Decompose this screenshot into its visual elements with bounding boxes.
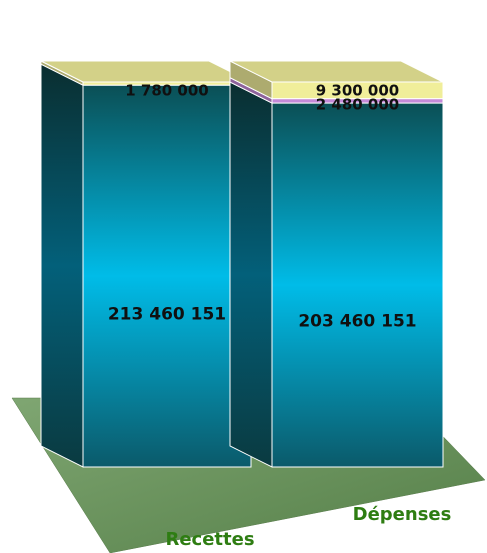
bar-top-Dépenses bbox=[229, 60, 444, 83]
bar-front-Dépenses-0 bbox=[271, 102, 444, 468]
value-label-Dépenses-0: 203 460 151 bbox=[298, 311, 416, 331]
value-label-Recettes-2: 1 780 000 bbox=[125, 82, 209, 100]
bar-side-Dépenses-0 bbox=[229, 81, 273, 468]
bar-front-Recettes-0 bbox=[82, 84, 252, 468]
value-label-Dépenses-1: 2 480 000 bbox=[316, 96, 400, 114]
category-label: Dépenses bbox=[353, 504, 452, 525]
bar-side-Recettes-0 bbox=[40, 63, 84, 468]
category-label: Recettes bbox=[165, 529, 254, 550]
bar-top-Recettes bbox=[40, 60, 252, 83]
value-label-Recettes-0: 213 460 151 bbox=[108, 304, 226, 324]
value-label-Dépenses-2: 9 300 000 bbox=[316, 82, 400, 100]
